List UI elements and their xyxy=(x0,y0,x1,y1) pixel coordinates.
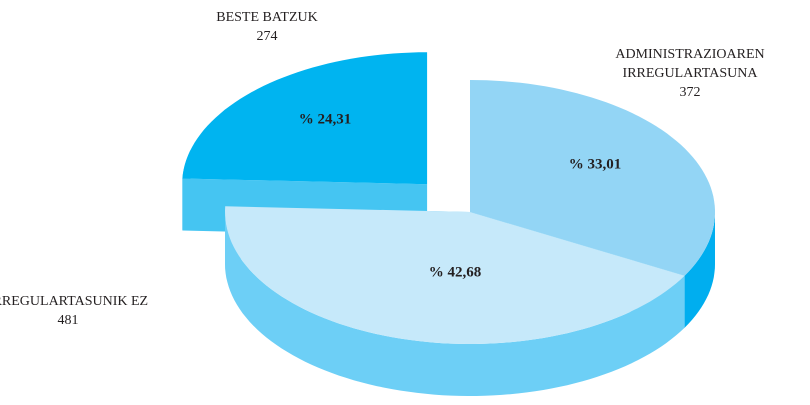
value-label: % 24,31 xyxy=(299,111,352,127)
category-label: BESTE BATZUK xyxy=(216,10,318,25)
slice xyxy=(225,206,685,344)
category-label: IRREGULARTASUNIK EZ xyxy=(0,294,148,309)
category-label: ADMINISTRAZIOAREN IRREGULARTASUNA xyxy=(615,47,764,81)
value-label: % 42,68 xyxy=(429,264,482,280)
slice xyxy=(182,52,428,185)
slice-wall xyxy=(225,212,685,396)
count-label: 481 xyxy=(58,313,79,328)
value-label: % 33,01 xyxy=(569,156,622,172)
count-label: 372 xyxy=(680,85,701,100)
slice xyxy=(470,80,715,276)
count-label: 274 xyxy=(257,29,278,44)
slice-wall xyxy=(684,212,715,328)
